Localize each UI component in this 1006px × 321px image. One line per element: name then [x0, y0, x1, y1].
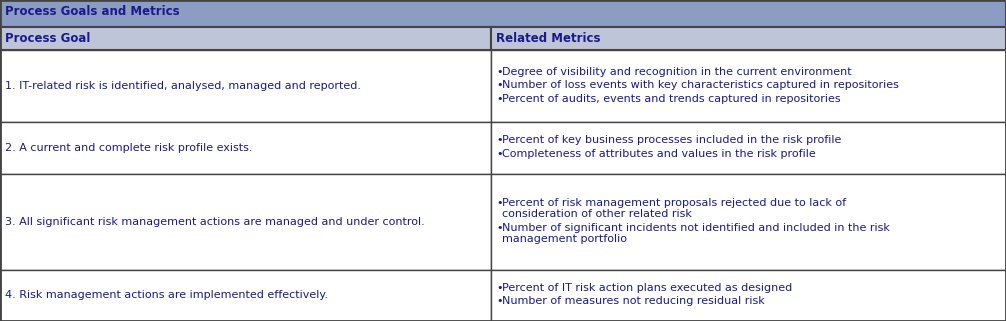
Text: •: •	[496, 149, 502, 159]
Text: consideration of other related risk: consideration of other related risk	[502, 209, 692, 219]
Text: •: •	[496, 80, 502, 90]
Text: 4. Risk management actions are implemented effectively.: 4. Risk management actions are implement…	[5, 291, 328, 300]
Text: •: •	[496, 197, 502, 207]
Text: Number of significant incidents not identified and included in the risk: Number of significant incidents not iden…	[502, 223, 889, 233]
Text: Process Goal: Process Goal	[5, 32, 91, 45]
Text: Percent of key business processes included in the risk profile: Percent of key business processes includ…	[502, 135, 841, 145]
Text: 3. All significant risk management actions are managed and under control.: 3. All significant risk management actio…	[5, 217, 425, 227]
Text: •: •	[496, 94, 502, 104]
Text: Process Goals and Metrics: Process Goals and Metrics	[5, 5, 180, 18]
Text: •: •	[496, 296, 502, 307]
Text: •: •	[496, 67, 502, 77]
Bar	[491, 27, 1006, 50]
Text: Completeness of attributes and values in the risk profile: Completeness of attributes and values in…	[502, 149, 816, 159]
Text: •: •	[496, 223, 502, 233]
Text: •: •	[496, 135, 502, 145]
Text: Percent of risk management proposals rejected due to lack of: Percent of risk management proposals rej…	[502, 197, 846, 207]
Bar	[491, 174, 1006, 270]
Text: Related Metrics: Related Metrics	[496, 32, 601, 45]
Text: Number of loss events with key characteristics captured in repositories: Number of loss events with key character…	[502, 80, 898, 90]
Text: Degree of visibility and recognition in the current environment: Degree of visibility and recognition in …	[502, 67, 851, 77]
Text: Percent of audits, events and trends captured in repositories: Percent of audits, events and trends cap…	[502, 94, 841, 104]
Bar	[0, 27, 491, 50]
Text: management portfolio: management portfolio	[502, 234, 627, 244]
Bar	[491, 50, 1006, 122]
Text: •: •	[496, 283, 502, 293]
Text: 1. IT-related risk is identified, analysed, managed and reported.: 1. IT-related risk is identified, analys…	[5, 81, 361, 91]
Bar	[0, 122, 491, 174]
Text: Number of measures not reducing residual risk: Number of measures not reducing residual…	[502, 296, 765, 307]
Bar	[0, 270, 491, 321]
Bar	[0, 50, 491, 122]
Bar	[0, 174, 491, 270]
Text: 2. A current and complete risk profile exists.: 2. A current and complete risk profile e…	[5, 143, 253, 153]
Bar	[491, 122, 1006, 174]
Text: Percent of IT risk action plans executed as designed: Percent of IT risk action plans executed…	[502, 283, 792, 293]
Bar	[491, 270, 1006, 321]
Bar	[0, 0, 1006, 27]
